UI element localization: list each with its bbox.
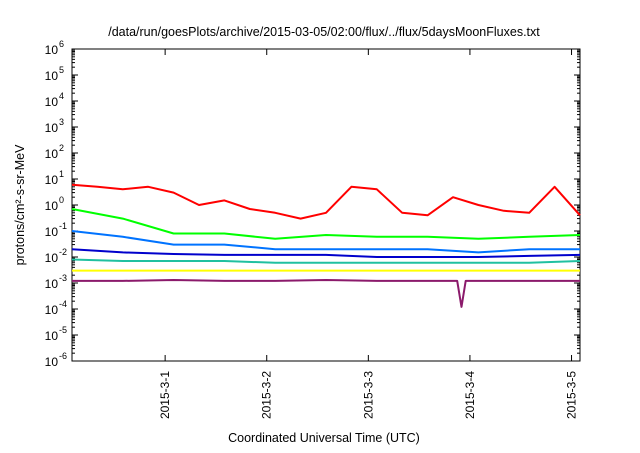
- x-tick-label: 2015-3-2: [260, 371, 274, 419]
- y-tick-exponent: -6: [59, 351, 67, 361]
- y-tick-exponent: 5: [59, 65, 64, 75]
- y-tick-label: 10: [45, 95, 59, 109]
- y-tick-label: 10: [45, 173, 59, 187]
- plot-frame: [71, 48, 581, 362]
- y-tick-exponent: -1: [59, 221, 67, 231]
- y-tick-label: 10: [45, 199, 59, 213]
- y-tick-label: 10: [45, 303, 59, 317]
- y-tick-label: 10: [45, 225, 59, 239]
- y-tick-exponent: 6: [59, 39, 64, 49]
- series-layer: [71, 183, 581, 308]
- y-tick-label: 10: [45, 251, 59, 265]
- x-tick-label: 2015-3-4: [463, 371, 477, 419]
- series-line-1: [71, 183, 581, 220]
- y-tick-label: 10: [45, 121, 59, 135]
- x-tick-label: 2015-3-5: [565, 371, 579, 419]
- x-tick-label: 2015-3-3: [361, 371, 375, 419]
- y-axis-ticks: 10 -610 -510 -410 -310 -210 -110 010 110 210 310 41…: [45, 39, 580, 369]
- y-tick-exponent: -2: [59, 247, 67, 257]
- y-tick-exponent: -3: [59, 273, 67, 283]
- series-line-2: [71, 208, 581, 240]
- y-tick-exponent: -5: [59, 325, 67, 335]
- y-tick-label: 10: [45, 69, 59, 83]
- y-tick-exponent: -4: [59, 299, 67, 309]
- x-axis-label: Coordinated Universal Time (UTC): [228, 431, 420, 445]
- y-axis-label: protons/cm²-s-sr-MeV: [13, 144, 27, 266]
- x-tick-label: 2015-3-1: [158, 371, 172, 419]
- plot-border: [71, 48, 581, 362]
- series-line-7: [72, 279, 580, 308]
- series-line-5: [71, 258, 581, 264]
- y-tick-label: 10: [45, 277, 59, 291]
- y-tick-exponent: 0: [59, 195, 64, 205]
- x-axis-ticks: 2015-3-1 2015-3-2 2015-3-3 2015-3-4 2015-3-5: [158, 49, 579, 419]
- series-line-4: [71, 248, 581, 258]
- y-tick-exponent: 3: [59, 117, 64, 127]
- y-tick-exponent: 1: [59, 169, 64, 179]
- y-tick-label: 10: [45, 329, 59, 343]
- y-tick-label: 10: [45, 355, 59, 369]
- y-tick-label: 10: [45, 43, 59, 57]
- y-tick-exponent: 2: [59, 143, 64, 153]
- series-line-3: [71, 230, 580, 254]
- y-tick-exponent: 4: [59, 91, 64, 101]
- chart-title: /data/run/goesPlots/archive/2015-03-05/0…: [108, 25, 540, 39]
- y-tick-label: 10: [45, 147, 59, 161]
